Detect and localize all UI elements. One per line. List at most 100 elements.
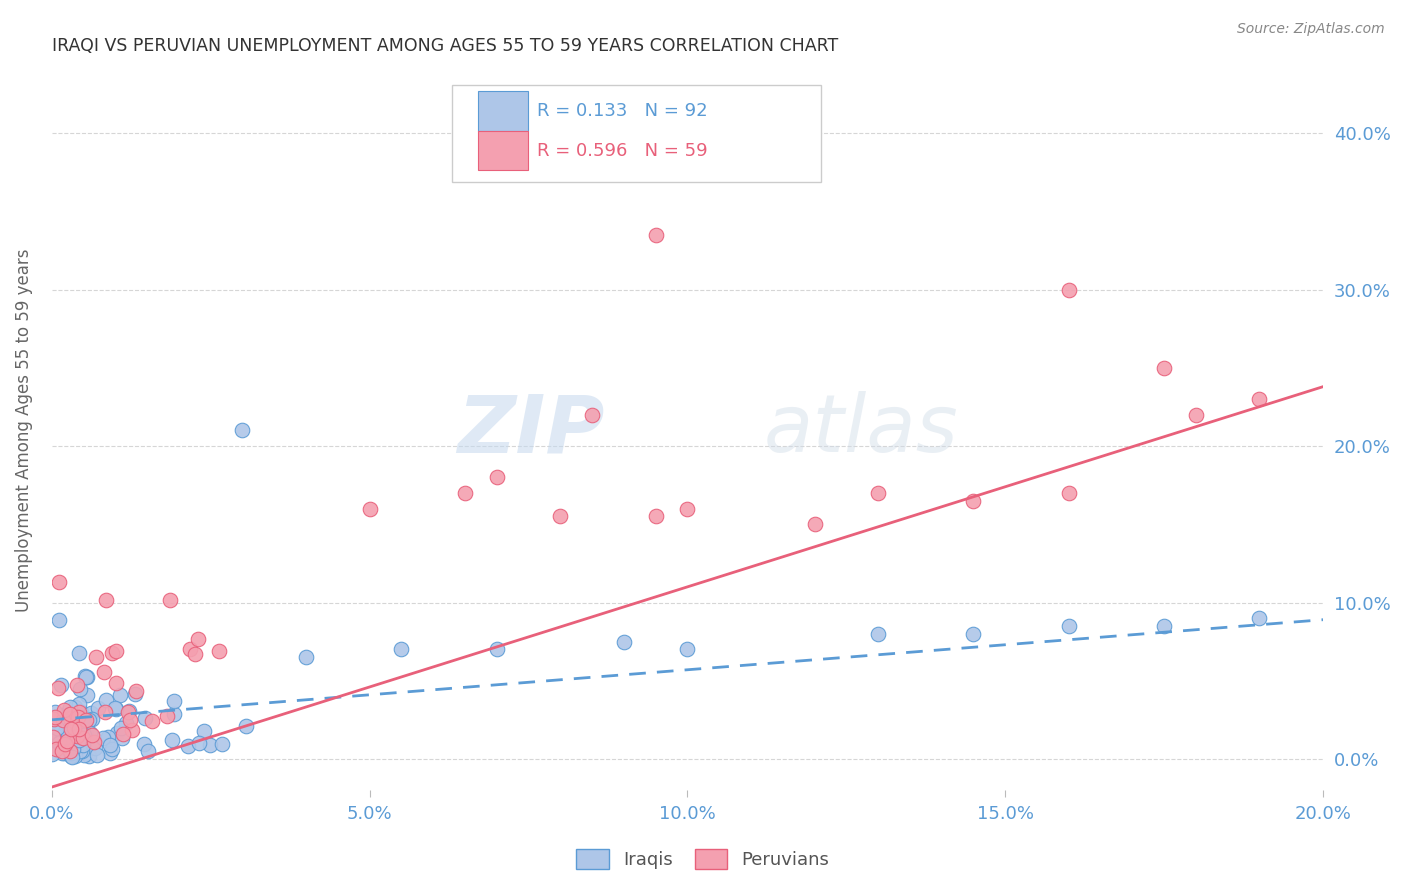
Point bbox=[56, 726, 79, 740]
Y-axis label: Unemployment Among Ages 55 to 59 years: Unemployment Among Ages 55 to 59 years bbox=[15, 249, 32, 612]
Point bbox=[46, 681, 69, 696]
Point bbox=[51, 746, 73, 760]
Point bbox=[63, 746, 86, 760]
Point bbox=[110, 722, 132, 736]
Point bbox=[84, 741, 107, 756]
Point bbox=[613, 634, 636, 648]
Point bbox=[62, 742, 84, 756]
Point bbox=[134, 737, 156, 751]
Point bbox=[75, 713, 97, 727]
Point bbox=[44, 733, 66, 747]
Point bbox=[67, 705, 90, 719]
Point bbox=[48, 736, 70, 750]
Point bbox=[1057, 283, 1080, 297]
Text: ZIP: ZIP bbox=[457, 392, 605, 469]
Point bbox=[581, 408, 603, 422]
Point bbox=[94, 593, 117, 607]
Point bbox=[79, 748, 101, 763]
Point bbox=[101, 742, 124, 756]
Point bbox=[62, 721, 84, 735]
Point bbox=[72, 731, 94, 745]
Legend: Iraqis, Peruvians: Iraqis, Peruvians bbox=[568, 839, 838, 879]
Point bbox=[184, 647, 207, 661]
Point bbox=[359, 501, 381, 516]
Point bbox=[105, 702, 128, 716]
Point bbox=[63, 707, 86, 722]
Point bbox=[163, 706, 186, 721]
Point bbox=[231, 424, 253, 438]
Point bbox=[98, 746, 121, 760]
FancyBboxPatch shape bbox=[478, 131, 529, 170]
Point bbox=[41, 747, 63, 761]
Point bbox=[803, 517, 825, 532]
Point bbox=[44, 706, 66, 720]
Point bbox=[44, 710, 66, 724]
Point bbox=[60, 722, 83, 736]
Point bbox=[1249, 392, 1271, 407]
Point bbox=[59, 700, 82, 714]
Text: Source: ZipAtlas.com: Source: ZipAtlas.com bbox=[1237, 22, 1385, 37]
Point bbox=[79, 713, 101, 727]
Point bbox=[80, 728, 103, 742]
Point bbox=[156, 709, 179, 723]
Point bbox=[67, 709, 90, 723]
Point bbox=[91, 731, 114, 746]
Point bbox=[67, 646, 90, 660]
Point bbox=[66, 730, 89, 744]
Point bbox=[84, 649, 107, 664]
Point bbox=[134, 711, 156, 725]
Point bbox=[117, 705, 139, 719]
Point bbox=[58, 706, 80, 720]
Point bbox=[76, 688, 98, 702]
Point bbox=[104, 643, 127, 657]
Point bbox=[67, 697, 90, 711]
Point bbox=[93, 665, 115, 679]
Point bbox=[1153, 360, 1175, 375]
Point bbox=[42, 739, 65, 754]
Point bbox=[86, 748, 108, 763]
Point bbox=[59, 744, 82, 758]
Point bbox=[59, 747, 82, 761]
Point bbox=[51, 744, 73, 758]
Point bbox=[72, 719, 94, 733]
Point bbox=[1185, 408, 1208, 422]
Point bbox=[97, 730, 120, 744]
Point bbox=[73, 728, 96, 742]
Point bbox=[125, 683, 148, 698]
Point bbox=[76, 670, 98, 684]
Point bbox=[53, 725, 76, 739]
Point bbox=[48, 711, 70, 725]
Point bbox=[67, 722, 90, 736]
Text: R = 0.596   N = 59: R = 0.596 N = 59 bbox=[537, 142, 709, 160]
Point bbox=[454, 486, 477, 500]
Point bbox=[104, 700, 127, 714]
Point bbox=[235, 719, 257, 733]
Point bbox=[45, 735, 67, 749]
Point bbox=[72, 738, 94, 752]
Point bbox=[60, 750, 83, 764]
Point bbox=[96, 693, 118, 707]
Point bbox=[548, 509, 571, 524]
Point bbox=[59, 747, 82, 761]
Point bbox=[87, 701, 110, 715]
Point bbox=[98, 738, 121, 752]
Point bbox=[45, 720, 67, 734]
Point bbox=[52, 747, 75, 761]
Point bbox=[56, 706, 79, 720]
Point bbox=[115, 715, 138, 730]
Point bbox=[45, 721, 67, 735]
Point bbox=[73, 747, 96, 762]
Point bbox=[676, 642, 699, 657]
Point bbox=[83, 735, 105, 749]
Point bbox=[111, 727, 134, 741]
Point bbox=[188, 736, 211, 750]
Point bbox=[105, 726, 128, 740]
Point bbox=[75, 723, 97, 737]
Point bbox=[66, 678, 89, 692]
Point bbox=[72, 744, 94, 758]
Point bbox=[45, 742, 67, 756]
Point bbox=[52, 713, 75, 727]
Point bbox=[48, 613, 70, 627]
Point bbox=[72, 728, 94, 742]
Point bbox=[118, 713, 141, 727]
